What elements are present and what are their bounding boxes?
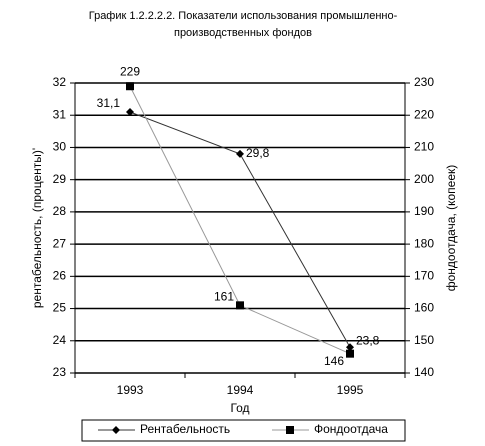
data-label: 146 bbox=[324, 354, 344, 368]
data-label: 31,1 bbox=[97, 96, 121, 110]
data-label: 23,8 bbox=[356, 333, 380, 347]
data-label: 161 bbox=[214, 290, 234, 304]
y2-tick-label: 230 bbox=[414, 75, 434, 89]
data-label: 29,8 bbox=[246, 146, 270, 160]
y-tick-label: 27 bbox=[53, 236, 67, 250]
y-tick-label: 28 bbox=[53, 204, 67, 218]
legend-label: Рентабельность bbox=[140, 422, 230, 436]
y-tick-label: 29 bbox=[53, 172, 67, 186]
data-point bbox=[236, 149, 244, 158]
y2-tick-label: 180 bbox=[414, 236, 434, 250]
data-point bbox=[126, 82, 134, 91]
x-tick-label: 1994 bbox=[227, 383, 254, 397]
y2-tick-label: 140 bbox=[414, 365, 434, 379]
data-point bbox=[346, 343, 354, 352]
chart-title: График 1.2.2.2.2. Показатели использован… bbox=[89, 10, 398, 22]
series-line bbox=[129, 85, 351, 355]
y2-tick-label: 190 bbox=[414, 204, 434, 218]
y2-tick-label: 160 bbox=[414, 301, 434, 315]
x-tick-label: 1993 bbox=[117, 383, 144, 397]
legend-label: Фондоотдача bbox=[314, 422, 388, 436]
data-point bbox=[126, 108, 134, 116]
y-axis-label: рентабельность, (проценты)' bbox=[30, 148, 44, 308]
y2-tick-label: 170 bbox=[414, 269, 434, 283]
y-tick-label: 26 bbox=[53, 269, 67, 283]
chart-title: производственных фондов bbox=[174, 27, 312, 39]
y2-tick-label: 210 bbox=[414, 140, 434, 154]
y2-tick-label: 220 bbox=[414, 107, 434, 121]
y2-axis-label: фондоотдача, (копеек) bbox=[444, 165, 458, 292]
x-axis-label: Год bbox=[230, 401, 249, 415]
y-tick-label: 31 bbox=[53, 107, 67, 121]
y2-tick-label: 150 bbox=[414, 333, 434, 347]
y-tick-label: 23 bbox=[53, 365, 67, 379]
legend-marker bbox=[112, 426, 120, 434]
legend-box bbox=[81, 419, 406, 442]
y-tick-label: 32 bbox=[53, 75, 67, 89]
y-tick-label: 25 bbox=[53, 301, 67, 315]
y-tick-label: 24 bbox=[53, 333, 67, 347]
y-tick-label: 30 bbox=[53, 140, 67, 154]
data-point bbox=[346, 349, 354, 358]
legend-marker bbox=[286, 426, 294, 434]
y2-tick-label: 200 bbox=[414, 172, 434, 186]
data-point bbox=[236, 301, 244, 310]
data-label: 229 bbox=[120, 64, 140, 78]
x-tick-label: 1995 bbox=[337, 383, 364, 397]
